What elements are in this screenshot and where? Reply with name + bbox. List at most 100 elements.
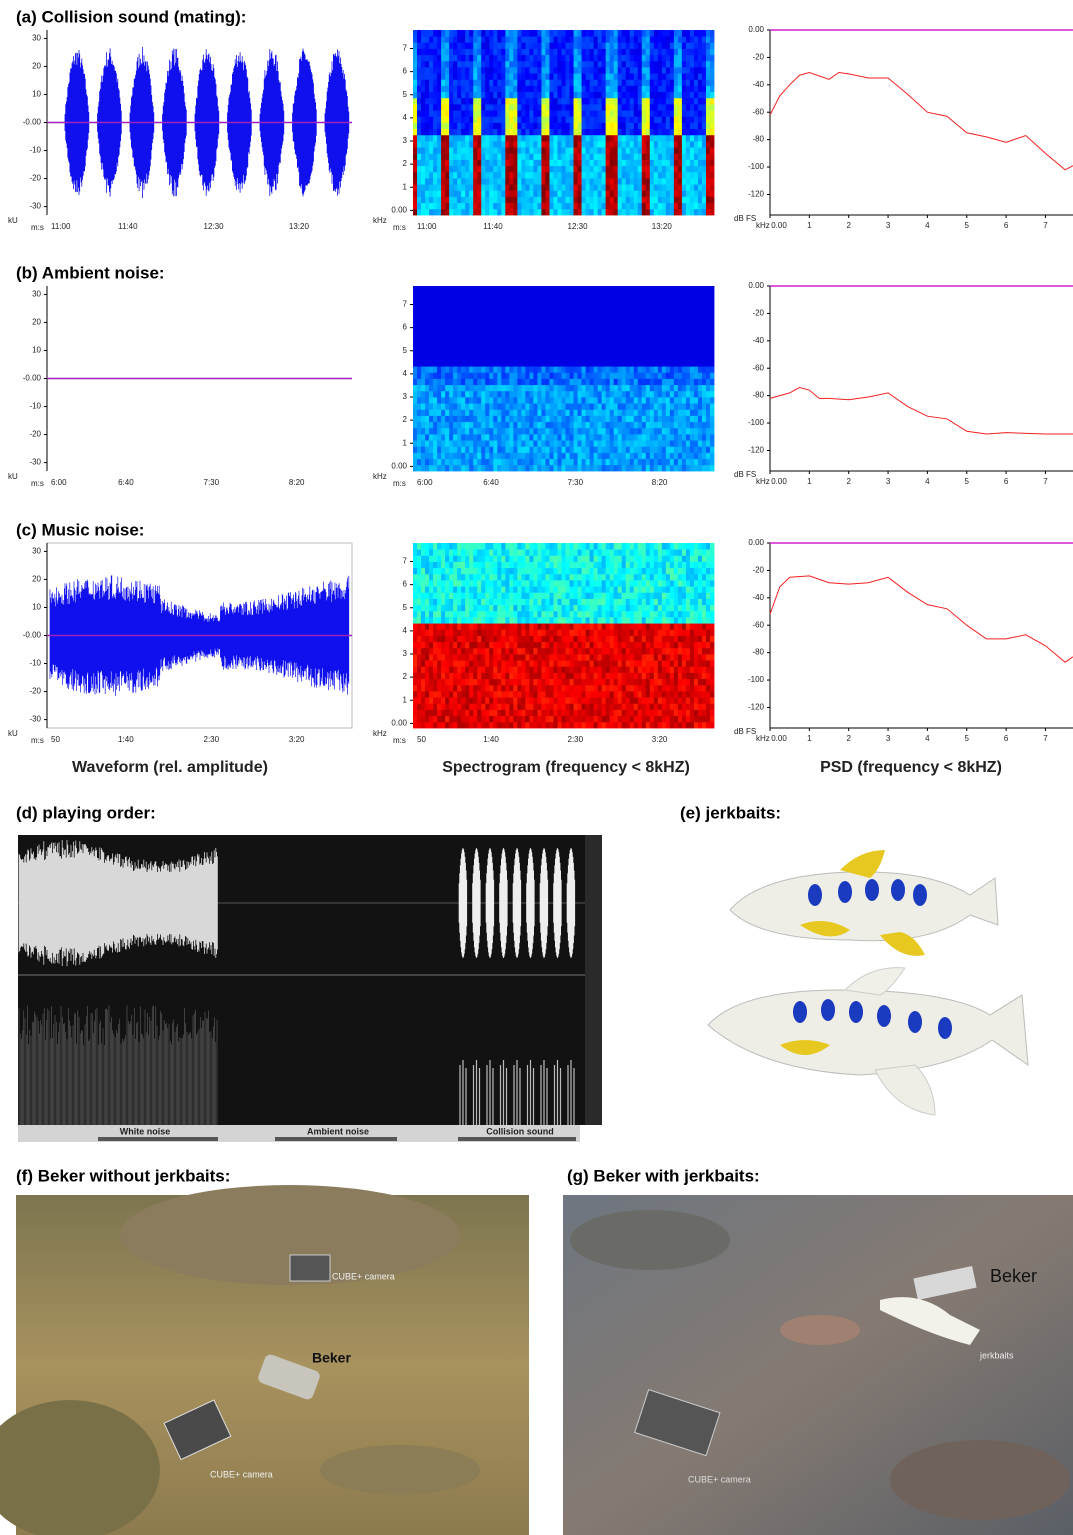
spectrogram-cell bbox=[505, 73, 509, 80]
spectrogram-cell bbox=[658, 317, 662, 324]
spectrogram-cell bbox=[557, 116, 561, 123]
spectrogram-cell bbox=[646, 104, 650, 111]
spectrogram-cell bbox=[413, 49, 417, 56]
spectrogram-cell bbox=[529, 416, 533, 423]
spectrogram-cell bbox=[598, 61, 602, 68]
spectrogram-cell bbox=[497, 422, 501, 429]
spectrogram-cell bbox=[662, 342, 666, 349]
spectrogram-cell bbox=[457, 67, 461, 74]
spectrogram-cell bbox=[541, 166, 545, 173]
spectrogram-cell bbox=[477, 428, 481, 435]
spectrogram-cell bbox=[441, 453, 445, 460]
spectrogram-cell bbox=[594, 190, 598, 197]
spectrogram-cell bbox=[473, 465, 477, 472]
spectrogram-cell bbox=[441, 366, 445, 373]
spectrogram-cell bbox=[670, 166, 674, 173]
spectrogram-cell bbox=[646, 440, 650, 447]
spectrogram-cell bbox=[473, 73, 477, 80]
spectrogram-cell bbox=[646, 397, 650, 404]
spectrogram-cell bbox=[638, 141, 642, 148]
spectrogram-cell bbox=[509, 203, 513, 210]
spectrogram-cell bbox=[445, 79, 449, 86]
spectrogram-cell bbox=[477, 172, 481, 179]
spectrogram-cell bbox=[465, 366, 469, 373]
x-tick-label: 3 bbox=[886, 221, 891, 230]
spectrogram-cell bbox=[481, 123, 485, 130]
spectrogram-cell bbox=[449, 135, 453, 142]
spectrogram-cell bbox=[417, 592, 421, 599]
spectrogram-cell bbox=[658, 141, 662, 148]
spectrogram-cell bbox=[582, 372, 586, 379]
spectrogram-cell bbox=[541, 372, 545, 379]
spectrogram-cell bbox=[477, 286, 481, 293]
spectrogram-cell bbox=[614, 329, 618, 336]
spectrogram-cell bbox=[706, 160, 710, 167]
spectrogram-cell bbox=[710, 409, 714, 416]
spectrogram-cell bbox=[433, 636, 437, 643]
spectrogram-cell bbox=[417, 61, 421, 68]
spectrogram-cell bbox=[417, 722, 421, 729]
spectrogram-cell bbox=[425, 67, 429, 74]
spectrogram-cell bbox=[517, 403, 521, 410]
spectrogram-cell bbox=[425, 660, 429, 667]
spectrogram-cell bbox=[650, 354, 654, 361]
spectrogram-cell bbox=[594, 323, 598, 330]
spectrogram-cell bbox=[533, 42, 537, 49]
spectrogram-cell bbox=[417, 172, 421, 179]
spectrogram-cell bbox=[654, 36, 658, 43]
spectrogram-cell bbox=[537, 79, 541, 86]
spectrogram-cell bbox=[533, 354, 537, 361]
spectrogram-cell bbox=[501, 135, 505, 142]
spectrogram-cell bbox=[445, 673, 449, 680]
spectrogram-cell bbox=[682, 30, 686, 37]
spectrogram-cell bbox=[445, 599, 449, 606]
spectrogram-cell bbox=[537, 372, 541, 379]
spectrogram-cell bbox=[706, 360, 710, 367]
spectrogram-cell bbox=[594, 209, 598, 216]
spectrogram-cell bbox=[549, 92, 553, 99]
spectrogram-cell bbox=[473, 292, 477, 299]
spectrogram-cell bbox=[413, 465, 417, 472]
spectrogram-cell bbox=[549, 422, 553, 429]
spectrogram-cell bbox=[586, 160, 590, 167]
spectrogram-cell bbox=[453, 397, 457, 404]
spectrogram-cell bbox=[574, 30, 578, 37]
spectrogram-cell bbox=[710, 323, 714, 330]
spectrogram-cell bbox=[421, 116, 425, 123]
spectrogram-cell bbox=[642, 129, 646, 136]
spectrogram-cell bbox=[553, 61, 557, 68]
spectrogram-cell bbox=[702, 184, 706, 191]
spectrogram-cell bbox=[553, 178, 557, 185]
spectrogram-cell bbox=[537, 440, 541, 447]
spectrogram-cell bbox=[413, 203, 417, 210]
spectrogram-cell bbox=[674, 397, 678, 404]
spectrogram-cell bbox=[650, 55, 654, 62]
spectrogram-cell bbox=[630, 49, 634, 56]
spectrogram-cell bbox=[469, 86, 473, 93]
x-tick-label: 13:20 bbox=[652, 222, 673, 231]
spectrogram-cell bbox=[457, 372, 461, 379]
spectrogram-cell bbox=[678, 79, 682, 86]
spectrogram-cell bbox=[682, 153, 686, 160]
spectrogram-cell bbox=[437, 61, 441, 68]
spectrogram-cell bbox=[674, 92, 678, 99]
spectrogram-cell bbox=[513, 305, 517, 312]
spectrogram-cell bbox=[445, 42, 449, 49]
spectrogram-cell bbox=[710, 434, 714, 441]
spectrogram-cell bbox=[658, 465, 662, 472]
spectrogram-cell bbox=[477, 397, 481, 404]
spectrogram-cell bbox=[509, 153, 513, 160]
spectrogram-cell bbox=[582, 422, 586, 429]
spectrogram-cell bbox=[602, 184, 606, 191]
spectrogram-cell bbox=[658, 209, 662, 216]
spectrogram-cell bbox=[698, 36, 702, 43]
spectrogram-cell bbox=[557, 104, 561, 111]
spectrogram-cell bbox=[437, 428, 441, 435]
spectrogram-cell bbox=[549, 453, 553, 460]
spectrogram-cell bbox=[545, 409, 549, 416]
spectrogram-cell bbox=[670, 391, 674, 398]
spectrogram-cell bbox=[670, 385, 674, 392]
spectrogram-cell bbox=[525, 335, 529, 342]
spectrogram-cell bbox=[706, 317, 710, 324]
spectrogram-cell bbox=[570, 116, 574, 123]
